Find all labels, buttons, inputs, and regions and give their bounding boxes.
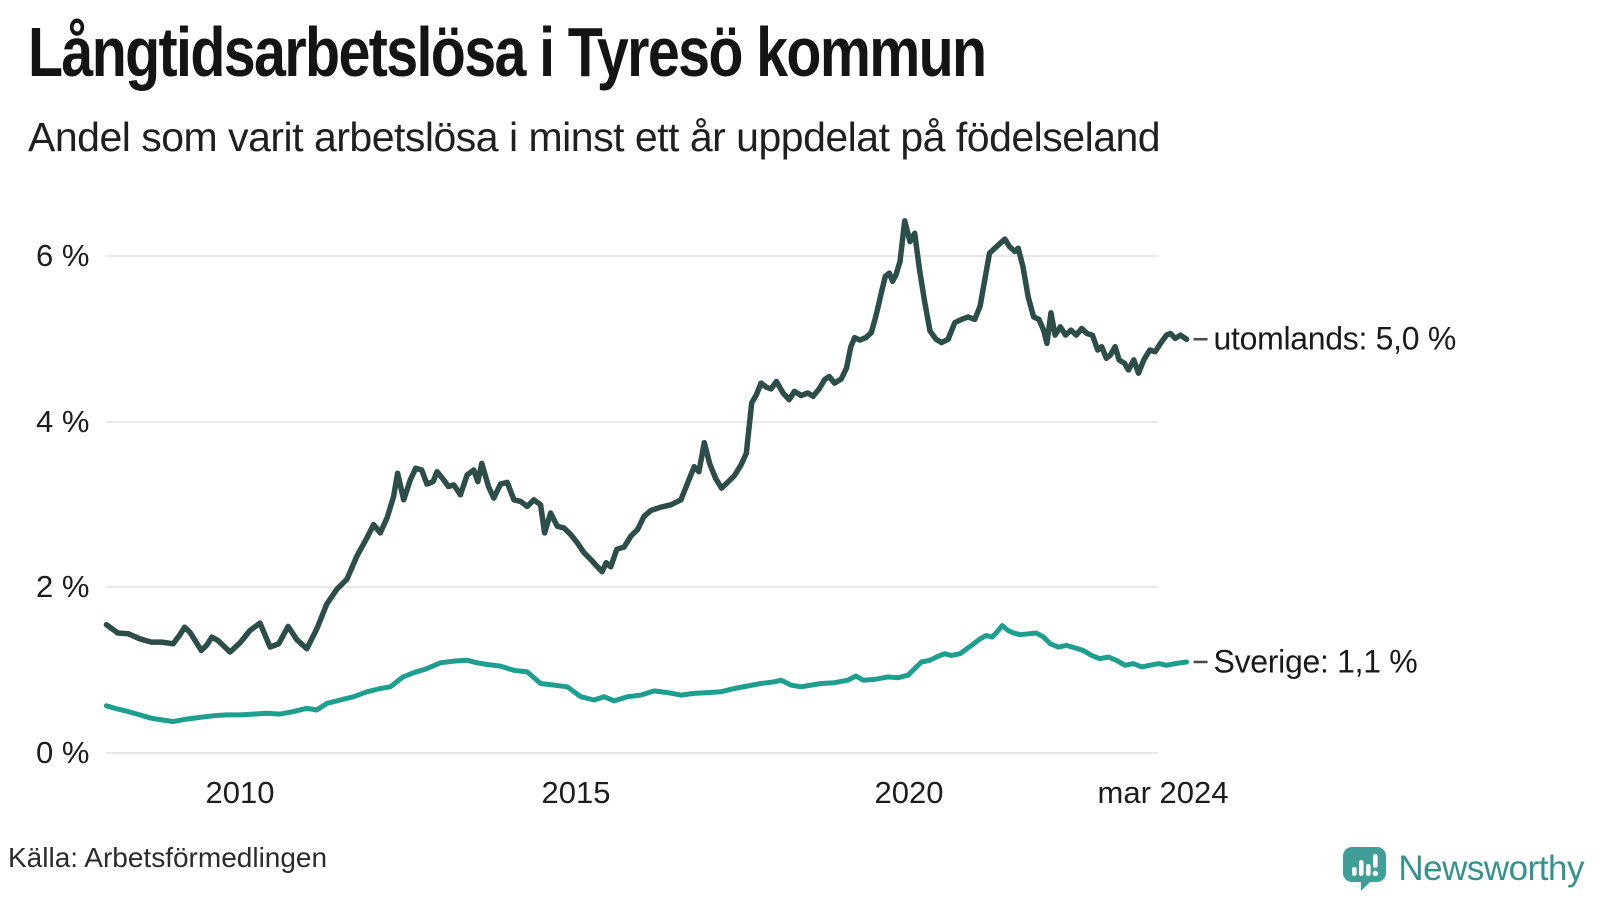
utomlands-series-label: utomlands: 5,0 % bbox=[1213, 320, 1457, 357]
gridline-2pct bbox=[106, 586, 1158, 588]
utomlands-line bbox=[103, 218, 1190, 655]
sverige-line bbox=[103, 623, 1190, 725]
gridline-6pct bbox=[106, 255, 1158, 257]
x-tick-mar-2024: mar 2024 bbox=[1097, 775, 1229, 810]
x-tick-2015: 2015 bbox=[541, 775, 611, 810]
y-tick-2: 2 % bbox=[36, 569, 90, 604]
page-title: Långtidsarbetslösa i Tyresö kommun bbox=[28, 13, 987, 91]
source-note: Källa: Arbetsförmedlingen bbox=[8, 842, 328, 873]
x-tick-2010: 2010 bbox=[205, 775, 275, 810]
gridline-0pct bbox=[106, 752, 1158, 754]
y-tick-0: 0 % bbox=[36, 735, 90, 770]
sverige-series-label: Sverige: 1,1 % bbox=[1213, 643, 1418, 680]
page-subtitle: Andel som varit arbetslösa i minst ett å… bbox=[28, 114, 1161, 160]
y-tick-6: 6 % bbox=[36, 238, 90, 273]
gridline-4pct bbox=[106, 421, 1158, 423]
y-tick-4: 4 % bbox=[36, 404, 90, 439]
x-tick-2020: 2020 bbox=[874, 775, 944, 810]
newsworthy-bubble-icon bbox=[1343, 847, 1387, 891]
newsworthy-logo: Newsworthy bbox=[1341, 846, 1584, 892]
newsworthy-wordmark: Newsworthy bbox=[1398, 849, 1584, 888]
